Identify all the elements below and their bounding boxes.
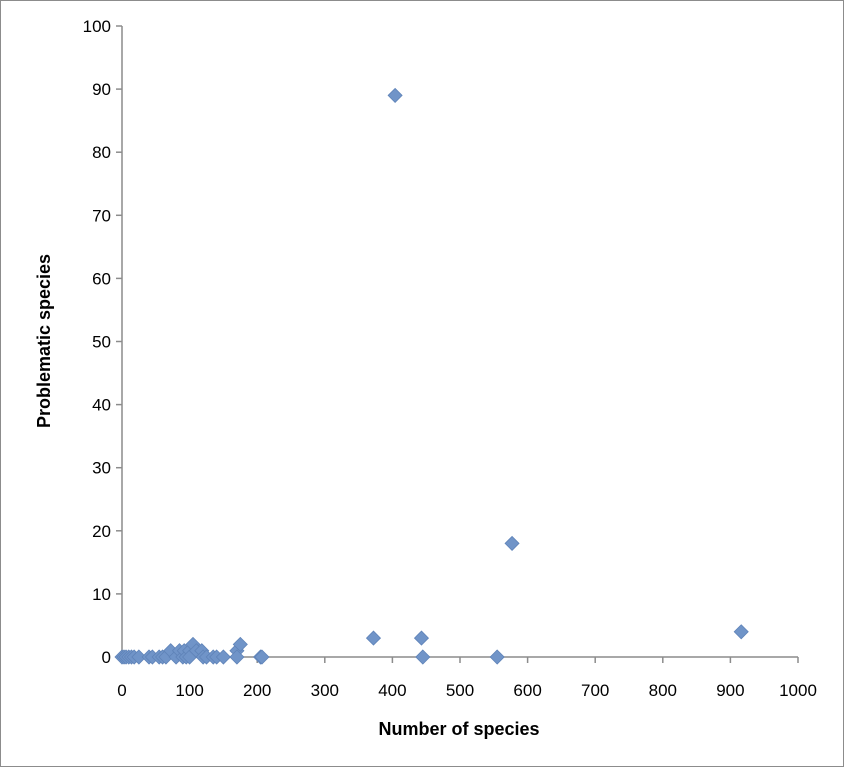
y-tick-label: 60 (92, 269, 111, 288)
data-point (387, 87, 403, 103)
x-axis-title: Number of species (378, 719, 539, 739)
y-tick-label: 0 (102, 648, 111, 667)
x-tick-label: 200 (243, 681, 271, 700)
x-tick-label: 900 (716, 681, 744, 700)
y-tick-label: 40 (92, 396, 111, 415)
data-point (215, 649, 231, 665)
data-point (131, 649, 147, 665)
data-point (733, 624, 749, 640)
y-tick-label: 30 (92, 459, 111, 478)
x-axis: 0 100 200 300 400 500 600 700 800 900 1000 (117, 656, 817, 700)
y-tick-label: 10 (92, 585, 111, 604)
y-axis-title: Problematic species (34, 254, 54, 428)
data-point (413, 630, 430, 646)
data-point (229, 649, 245, 665)
y-tick-label: 90 (92, 80, 111, 99)
data-point (489, 649, 505, 665)
y-tick-label: 80 (92, 143, 111, 162)
x-tick-label: 100 (175, 681, 203, 700)
y-tick-label: 50 (92, 333, 111, 352)
y-axis: 0 10 20 30 40 50 60 70 80 90 100 (83, 17, 123, 667)
x-tick-label: 300 (311, 681, 339, 700)
y-tick-label: 100 (83, 17, 111, 36)
data-point (415, 649, 431, 665)
y-tick-label: 20 (92, 522, 111, 541)
data-point (232, 636, 248, 652)
data-point (504, 535, 520, 551)
x-tick-label: 0 (117, 681, 126, 700)
x-tick-label: 600 (513, 681, 541, 700)
x-tick-label: 500 (446, 681, 474, 700)
x-tick-label: 400 (378, 681, 406, 700)
y-tick-label: 70 (92, 206, 111, 225)
x-tick-label: 800 (649, 681, 677, 700)
data-point (254, 649, 270, 665)
x-tick-label: 1000 (779, 681, 817, 700)
data-point (365, 630, 382, 646)
data-points (114, 87, 749, 665)
x-tick-label: 700 (581, 681, 609, 700)
